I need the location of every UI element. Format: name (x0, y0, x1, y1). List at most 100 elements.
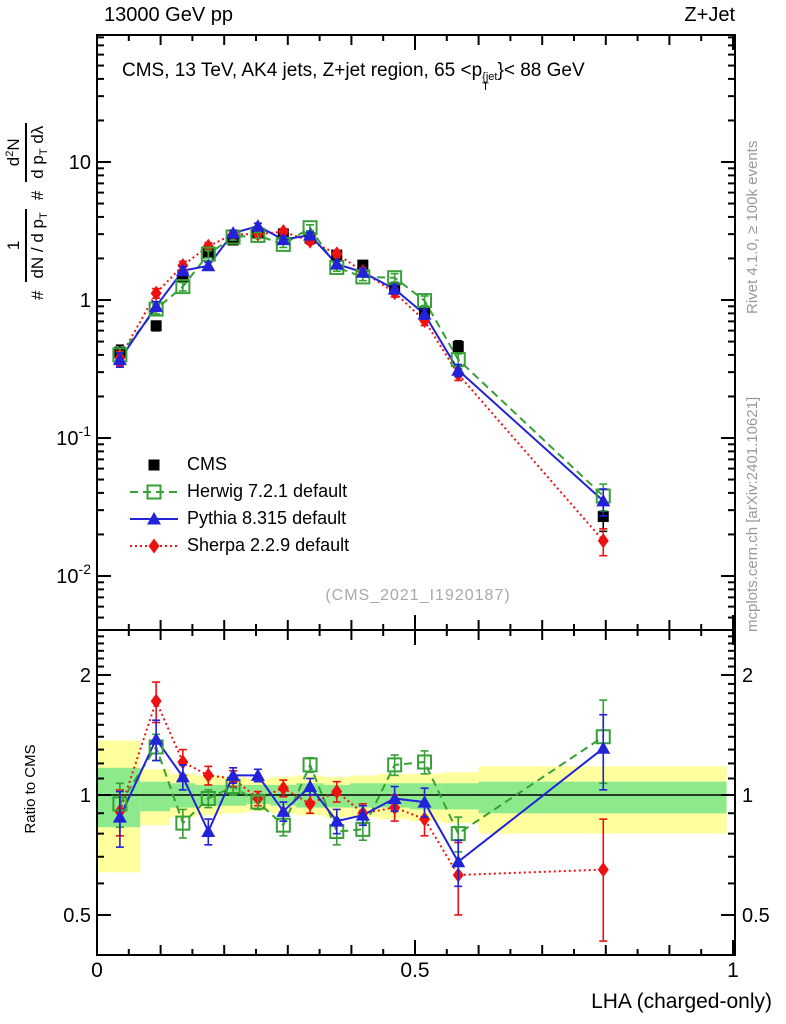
ratio-y-tick-label: 0.5 (63, 905, 91, 927)
filled-triangle-marker (147, 512, 161, 525)
green-uncertainty-band (140, 781, 171, 812)
filled-diamond-marker (277, 780, 289, 796)
rivet-version-note: Rivet 4.1.0, ≥ 100k events (744, 140, 761, 314)
filled-triangle-marker (387, 791, 402, 804)
y-axis-title: # 1 dN / d pT # d2N d pT dλ (4, 30, 50, 300)
filled-diamond-marker (597, 533, 609, 549)
filled-square-marker (177, 271, 189, 283)
filled-triangle-marker (175, 769, 190, 783)
filled-triangle-marker (276, 232, 291, 246)
filled-triangle-marker (201, 824, 216, 837)
ratio-panel-frame (96, 629, 736, 956)
ratio-y-tick-label: 2 (80, 665, 91, 687)
ratio-y-tick-label-right: 2 (742, 665, 753, 687)
analysis-id-watermark: (CMS_2021_I1920187) (325, 587, 511, 604)
open-square-marker (200, 790, 216, 806)
main-line (119, 230, 605, 542)
pt-jet-sub: T (482, 81, 489, 93)
beam-energy-label: 13000 GeV pp (104, 4, 233, 26)
filled-triangle-marker (201, 258, 216, 272)
filled-triangle-marker (329, 814, 344, 827)
filled-triangle-marker (451, 363, 466, 376)
legend-item-label: Pythia 8.315 default (187, 508, 347, 528)
ratio-y-tick-label-right: 1 (742, 785, 753, 807)
filled-square-marker (148, 459, 160, 471)
green-uncertainty-band (441, 783, 479, 810)
filled-triangle-marker (417, 307, 432, 320)
filled-triangle-marker (250, 768, 265, 781)
open-square-marker (250, 794, 266, 810)
y-axis-hash-1: # (28, 290, 47, 300)
open-square-marker (175, 279, 191, 295)
filled-triangle-marker (329, 257, 344, 270)
filled-diamond-marker (331, 784, 343, 800)
ratio-line (118, 737, 604, 864)
filled-triangle-marker (226, 768, 241, 781)
open-square-marker (387, 757, 403, 773)
x-axis-title: LHA (charged-only) (591, 990, 772, 1013)
filled-triangle-marker (417, 795, 432, 808)
pt-jet-sup: {jet (482, 71, 498, 83)
mcplots-credit-note: mcplots.cern.ch [arXiv:2401.10621] (744, 396, 761, 632)
frac1-numerator: 1 (4, 209, 27, 282)
frac2-denominator: d pT dλ (28, 125, 50, 179)
filled-triangle-marker (596, 741, 611, 754)
y-axis-fraction-2: d2N d pT dλ (4, 122, 50, 182)
filled-triangle-marker (451, 854, 466, 868)
filled-triangle-marker (303, 228, 318, 241)
x-tick-label: 1 (727, 959, 739, 982)
filled-triangle-marker (149, 299, 164, 312)
filled-diamond-marker (150, 693, 162, 709)
filled-diamond-marker (304, 796, 316, 812)
filled-diamond-marker (277, 224, 289, 240)
frac2-numerator: d2N (4, 122, 27, 182)
ratio-axis-title: Ratio to CMS (22, 744, 39, 834)
filled-triangle-marker (226, 226, 241, 239)
main-y-tick-label: 10-1 (56, 423, 91, 450)
filled-diamond-marker (419, 811, 431, 827)
plot-title-post: }< 88 GeV (497, 60, 585, 81)
open-square-marker (417, 754, 433, 770)
open-square-marker (175, 815, 191, 831)
tick-labels: 10 1 10-1 10-2 2 2 1 1 0.5 0.5 0 0.5 1 (56, 152, 770, 982)
x-tick-label: 0 (91, 959, 103, 982)
filled-diamond-marker (597, 862, 609, 878)
y-axis-fraction-1: 1 dN / d pT (4, 209, 50, 282)
filled-diamond-marker (150, 285, 162, 301)
filled-square-marker (150, 320, 162, 332)
main-panel-series (112, 219, 611, 557)
filled-diamond-marker (177, 754, 189, 770)
open-square-marker (302, 757, 318, 773)
open-square-marker (146, 484, 162, 500)
legend-item-label: Sherpa 2.2.9 default (187, 535, 350, 555)
main-y-tick-label: 10-2 (56, 561, 91, 588)
process-label: Z+Jet (684, 4, 735, 26)
filled-triangle-marker (175, 263, 190, 277)
filled-triangle-marker (250, 219, 265, 232)
filled-diamond-marker (331, 246, 343, 262)
filled-triangle-marker (303, 779, 318, 793)
legend-markers (130, 459, 178, 554)
filled-triangle-marker (149, 732, 164, 745)
ratio-line (119, 735, 604, 836)
filled-triangle-marker (112, 810, 127, 823)
uncertainty-bands (97, 740, 735, 873)
frac1-denominator: dN / d pT (28, 212, 50, 279)
plot-title-pre: CMS, 13 TeV, AK4 jets, Z+jet region, 65 … (122, 60, 483, 81)
x-tick-label: 0.5 (400, 959, 429, 982)
ratio-panel-series (112, 681, 611, 942)
filled-triangle-marker (355, 808, 370, 821)
open-square-marker (417, 293, 433, 309)
filled-diamond-marker (148, 538, 160, 554)
filled-triangle-marker (276, 804, 291, 817)
filled-triangle-marker (355, 265, 370, 278)
main-y-tick-label: 1 (80, 290, 91, 312)
filled-triangle-marker (387, 282, 402, 295)
plot-title: CMS, 13 TeV, AK4 jets, Z+jet region, 65 … (122, 60, 585, 93)
ratio-y-tick-label: 1 (80, 785, 91, 807)
pt-jet-script: {jet T (482, 71, 498, 93)
filled-triangle-marker (596, 493, 611, 507)
legend-item-label: CMS (187, 454, 227, 474)
ratio-y-tick-label-right: 0.5 (742, 905, 770, 927)
